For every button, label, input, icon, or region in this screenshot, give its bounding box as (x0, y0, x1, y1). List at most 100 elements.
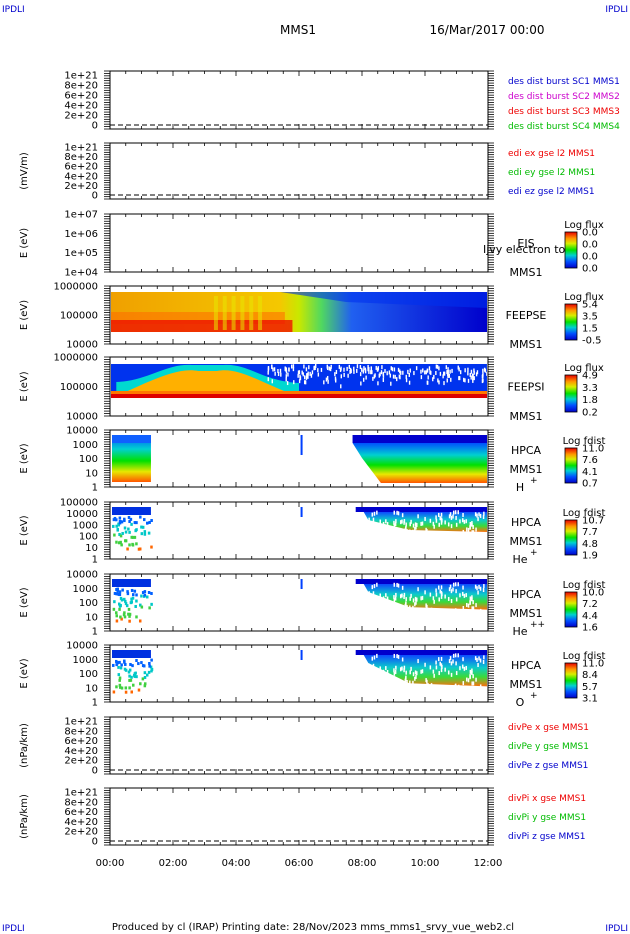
hpca-speckle (438, 585, 440, 590)
p8-ytick-label: 10 (85, 612, 98, 623)
hpca-speckle (448, 533, 451, 538)
feepsi-speckle (368, 369, 370, 374)
hpca-speckle (420, 521, 422, 526)
p9-colorbar-tick: 8.4 (582, 670, 598, 681)
panel-frame (109, 787, 489, 846)
hpca-early-dot (123, 659, 126, 663)
hpca-speckle (482, 588, 485, 593)
hpca-early-dot (143, 530, 147, 534)
hpca-speckle (477, 517, 479, 522)
hpca-speckle (421, 595, 424, 600)
feepsi-speckle (449, 369, 451, 374)
hpca-speckle (417, 659, 419, 664)
hpca-speckle (425, 527, 427, 532)
feepsi-speckle (373, 374, 376, 379)
hpca-speckle (385, 674, 387, 679)
feepsi-speckle (363, 366, 365, 371)
p3-ytick-label: 1e+07 (64, 210, 98, 221)
feepsi-speckle (380, 370, 383, 375)
hpca-early-dot (148, 662, 151, 666)
hpca-speckle (476, 513, 478, 518)
p4-ytick-label: 10000 (66, 340, 98, 351)
hpca-early-dot (128, 619, 131, 623)
hpca-early-dot (128, 686, 131, 690)
hpca-speckle (416, 522, 418, 527)
hpca-speckle (462, 529, 465, 534)
feepsi-speckle (405, 374, 407, 379)
feepsi-speckle (335, 369, 338, 374)
hpca-speckle (398, 686, 400, 691)
hpca-speckle (428, 533, 430, 538)
hpca-speckle (385, 600, 387, 605)
p4-colorbar-tick: 5.4 (582, 300, 598, 311)
hpca-speckle (452, 514, 454, 519)
hpca-speckle (424, 662, 426, 667)
hpca-early-dot (119, 520, 122, 524)
hpca-speckle (393, 668, 395, 673)
hpca-speckle (414, 670, 417, 675)
hpca-speckle (368, 663, 370, 668)
p4-colorbar (564, 303, 578, 341)
p7-species: He (512, 553, 527, 566)
p11-ytick-label: 8e+20 (64, 797, 98, 808)
hpca-early-dot (128, 519, 131, 523)
hpca-speckle (416, 671, 418, 676)
hpca-speckle (425, 603, 427, 608)
feepsi-speckle (368, 367, 370, 372)
hpca-speckle (393, 523, 396, 528)
hpca-speckle (393, 510, 396, 515)
hpca-speckle (438, 657, 440, 662)
p2-legend-entry: edi ey gse l2 MMS1 (508, 168, 595, 178)
hpca-speckle (479, 608, 482, 613)
feepsi-speckle (301, 370, 303, 375)
p10-ytick-label: 6e+20 (64, 736, 98, 747)
feepsi-speckle (390, 366, 392, 371)
hpca-early-dot (128, 530, 131, 534)
footer-text: Produced by cl (IRAP) Printing date: 28/… (112, 922, 514, 933)
hpca-early-dot (132, 683, 135, 687)
feepsi-speckle (443, 371, 446, 376)
hpca-speckle (475, 677, 477, 682)
feepsi-speckle (277, 369, 279, 374)
feepsi-speckle (470, 375, 472, 380)
feepsi-speckle (272, 367, 274, 372)
hpca-speckle (458, 532, 460, 537)
feepsi-speckle (430, 370, 432, 375)
feepsi-hump-orange (125, 370, 287, 392)
hpca-speckle (432, 521, 435, 526)
hpca-early-dot (147, 591, 151, 595)
p4-ylabel: E (eV) (19, 300, 30, 330)
feepsi-speckle (408, 380, 411, 385)
hpca-early-dot (123, 615, 127, 619)
p6-ytick-label: 1 (92, 483, 98, 494)
hpca-spike (300, 507, 303, 517)
hpca-speckle (396, 654, 398, 659)
hpca-speckle (483, 584, 485, 589)
feepsi-speckle (323, 380, 325, 385)
hpca-speckle (455, 671, 458, 676)
feepsi-speckle (309, 371, 311, 376)
feepsi-speckle (297, 370, 300, 375)
feepsi-speckle (396, 377, 398, 382)
hpca-speckle (470, 689, 472, 694)
hpca-speckle (412, 612, 414, 617)
hpca-speckle (429, 665, 432, 670)
hpca-speckle (475, 603, 477, 608)
feepsi-speckle (298, 370, 301, 375)
hpca-early-dot (140, 532, 144, 536)
hpca-speckle (479, 532, 482, 537)
hpca-speckle (371, 585, 374, 590)
p6-ytick-label: 10 (85, 468, 98, 479)
hpca-early-dot (143, 682, 147, 686)
hpca-early-dot (130, 600, 133, 604)
p10-legend-entry: divPe y gse MMS1 (508, 742, 589, 752)
feepsi-speckle (267, 366, 270, 371)
feepsi-speckle (483, 367, 486, 372)
feepsi-speckle (372, 376, 374, 381)
hpca-early-dot (118, 602, 121, 606)
feepsi-speckle (399, 369, 401, 374)
hpca-speckle (438, 671, 440, 676)
hpca-speckle (440, 656, 443, 661)
hpca-speckle (449, 512, 452, 517)
p3-overlap-text: Ijvy electron to (483, 243, 566, 256)
